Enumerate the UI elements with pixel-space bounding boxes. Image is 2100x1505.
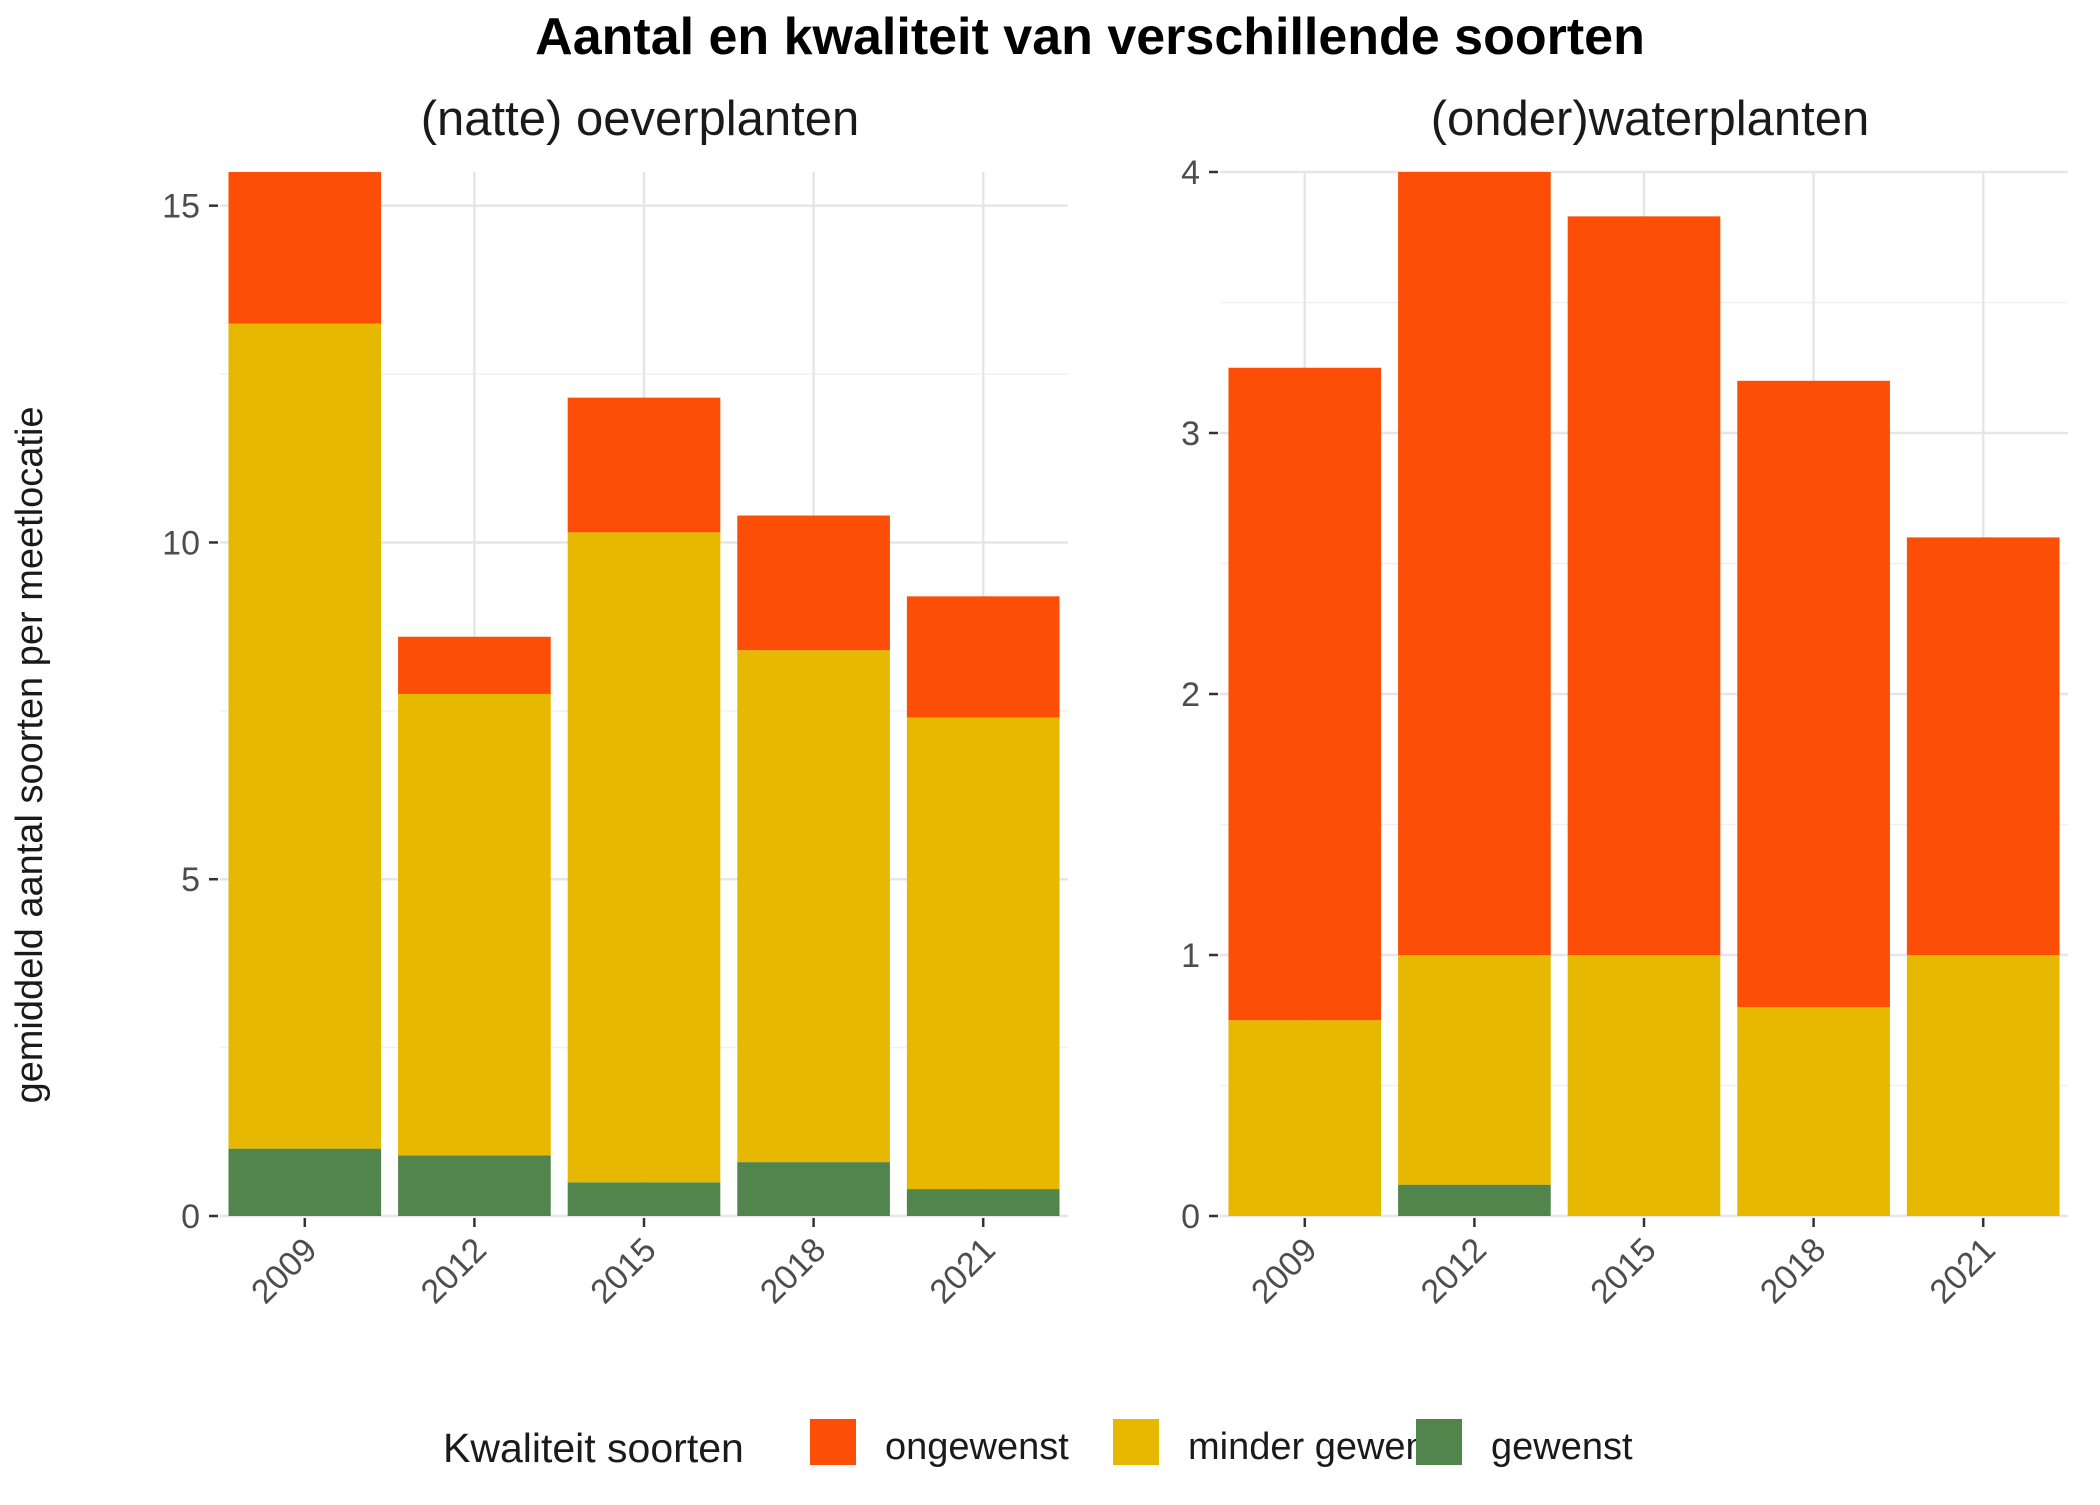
chart-title: Aantal en kwaliteit van verschillende so… <box>535 8 1645 66</box>
bar-segment-ongewenst-2015 <box>567 397 721 533</box>
bar-segment-minder-gewenst-2021 <box>1906 955 2060 1216</box>
legend-key-ongewenst <box>810 1419 856 1465</box>
bar-segment-minder-gewenst-2018 <box>1737 1007 1890 1216</box>
bar-segment-minder-gewenst-2009 <box>1228 1020 1382 1216</box>
y-tick-label: 4 <box>1181 154 1200 192</box>
panel-2: (onder)waterplanten 0 1 2 3 4 2009 2012 2015 2018… <box>1181 92 2068 1311</box>
x-tick-label: 2018 <box>1753 1231 1833 1311</box>
x-tick-label: 2009 <box>1244 1231 1324 1311</box>
x-axis: 2009 2012 2015 2018 2021 <box>1244 1218 2003 1311</box>
x-tick-label: 2021 <box>923 1231 1003 1311</box>
x-tick-label: 2015 <box>583 1231 663 1311</box>
y-tick-label: 5 <box>181 861 200 899</box>
y-tick-label: 1 <box>1181 937 1200 975</box>
bar-segment-ongewenst-2021 <box>1906 537 2060 955</box>
bar-segment-gewenst-2021 <box>906 1189 1060 1216</box>
x-tick-label: 2012 <box>1414 1231 1494 1311</box>
legend-label-gewenst: gewenst <box>1491 1426 1633 1468</box>
x-tick-label: 2015 <box>1583 1231 1663 1311</box>
legend-label-ongewenst: ongewenst <box>885 1426 1069 1468</box>
bar-segment-minder-gewenst-2015 <box>1567 955 1721 1216</box>
bars <box>228 172 1060 1216</box>
bar-segment-minder-gewenst-2012 <box>1398 955 1551 1185</box>
bar-segment-gewenst-2015 <box>567 1182 721 1216</box>
bar-segment-gewenst-2012 <box>1398 1184 1551 1216</box>
legend-key-minder-gewenst <box>1113 1419 1159 1465</box>
y-tick-label: 2 <box>1181 676 1200 714</box>
bar-segment-gewenst-2009 <box>228 1148 382 1216</box>
y-tick-label: 0 <box>1181 1198 1200 1236</box>
bar-segment-ongewenst-2009 <box>228 172 382 324</box>
legend: Kwaliteit soorten ongewenst minder gewenst… <box>443 1419 1633 1471</box>
bar-segment-gewenst-2018 <box>737 1162 890 1216</box>
bar-segment-minder-gewenst-2021 <box>906 717 1060 1190</box>
bar-segment-ongewenst-2009 <box>1228 367 1382 1021</box>
y-axis: 0 1 2 3 4 <box>1181 154 1218 1236</box>
bar-segment-minder-gewenst-2009 <box>228 323 382 1149</box>
panel-title: (onder)waterplanten <box>1431 92 1870 146</box>
bar-segment-ongewenst-2018 <box>1737 380 1890 1008</box>
bar-segment-ongewenst-2012 <box>398 636 551 694</box>
y-axis: 0 5 10 15 <box>162 188 218 1236</box>
y-tick-label: 0 <box>181 1198 200 1236</box>
x-tick-label: 2021 <box>1923 1231 2003 1311</box>
bar-segment-ongewenst-2012 <box>1398 172 1551 955</box>
legend-key-gewenst <box>1416 1419 1462 1465</box>
bar-segment-ongewenst-2018 <box>737 515 890 651</box>
x-axis: 2009 2012 2015 2018 2021 <box>244 1218 1003 1311</box>
panel-title: (natte) oeverplanten <box>421 92 860 146</box>
x-tick-label: 2009 <box>244 1231 324 1311</box>
y-tick-label: 15 <box>162 188 200 226</box>
bar-segment-minder-gewenst-2015 <box>567 532 721 1183</box>
x-tick-label: 2012 <box>414 1231 494 1311</box>
legend-label-minder-gewenst: minder gewenst <box>1188 1426 1457 1468</box>
bar-segment-gewenst-2012 <box>398 1155 551 1216</box>
bar-segment-ongewenst-2015 <box>1567 216 1721 955</box>
y-tick-label: 3 <box>1181 415 1200 453</box>
x-tick-label: 2018 <box>753 1231 833 1311</box>
bar-segment-ongewenst-2021 <box>906 596 1060 718</box>
y-axis-label: gemiddeld aantal soorten per meetlocatie <box>9 406 51 1103</box>
bars <box>1228 172 2060 1216</box>
legend-title: Kwaliteit soorten <box>443 1425 744 1471</box>
bar-segment-minder-gewenst-2018 <box>737 650 890 1163</box>
bar-segment-minder-gewenst-2012 <box>398 694 551 1156</box>
y-tick-label: 10 <box>162 524 200 562</box>
